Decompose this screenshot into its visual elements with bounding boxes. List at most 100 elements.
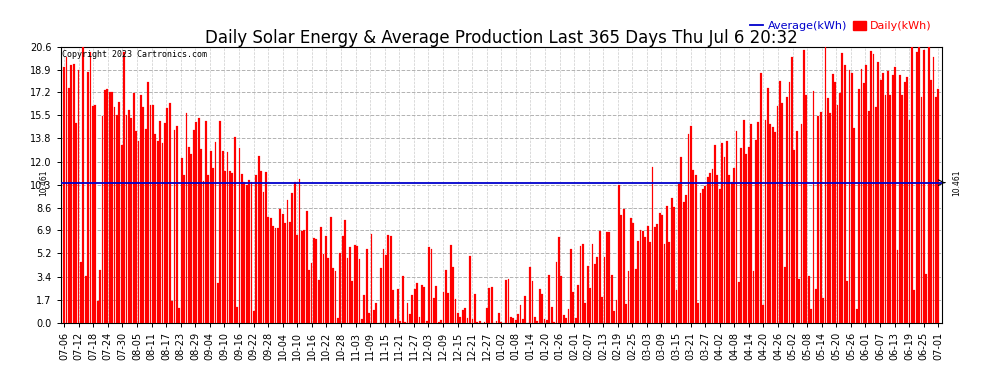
Bar bbox=[729, 176, 731, 322]
Bar bbox=[128, 110, 130, 322]
Bar bbox=[366, 249, 367, 322]
Bar bbox=[666, 206, 668, 322]
Bar bbox=[762, 305, 764, 322]
Bar bbox=[164, 123, 166, 322]
Bar bbox=[114, 107, 116, 322]
Bar bbox=[217, 283, 219, 322]
Bar bbox=[320, 226, 322, 322]
Bar bbox=[488, 288, 490, 322]
Bar bbox=[803, 50, 805, 322]
Bar bbox=[102, 116, 103, 322]
Bar bbox=[712, 169, 714, 322]
Bar bbox=[520, 305, 522, 322]
Bar bbox=[269, 218, 271, 322]
Bar bbox=[143, 106, 145, 322]
Bar bbox=[479, 321, 480, 322]
Bar bbox=[747, 147, 749, 322]
Bar bbox=[599, 231, 601, 322]
Bar bbox=[154, 134, 156, 322]
Bar bbox=[279, 209, 281, 322]
Bar bbox=[116, 116, 118, 322]
Bar bbox=[656, 224, 658, 322]
Bar bbox=[80, 262, 82, 322]
Bar bbox=[555, 262, 557, 322]
Bar bbox=[267, 217, 269, 322]
Bar bbox=[822, 298, 824, 322]
Bar bbox=[198, 118, 200, 322]
Bar bbox=[337, 318, 339, 322]
Bar bbox=[138, 141, 140, 322]
Bar bbox=[542, 294, 543, 322]
Bar bbox=[579, 246, 581, 322]
Text: 10.461: 10.461 bbox=[40, 170, 49, 196]
Bar bbox=[306, 211, 308, 322]
Bar bbox=[596, 257, 598, 322]
Bar bbox=[562, 315, 564, 322]
Bar bbox=[313, 238, 315, 322]
Bar bbox=[752, 271, 754, 322]
Bar bbox=[827, 98, 829, 322]
Bar bbox=[469, 256, 471, 322]
Bar bbox=[851, 73, 852, 322]
Bar bbox=[390, 236, 392, 322]
Bar bbox=[668, 242, 670, 322]
Bar bbox=[635, 268, 637, 322]
Bar bbox=[911, 47, 913, 322]
Bar bbox=[904, 81, 906, 322]
Bar bbox=[685, 195, 687, 322]
Bar bbox=[171, 301, 173, 322]
Bar bbox=[923, 50, 925, 322]
Bar bbox=[781, 103, 783, 322]
Bar bbox=[474, 294, 476, 322]
Bar bbox=[433, 298, 435, 322]
Bar bbox=[342, 236, 344, 322]
Bar bbox=[658, 213, 660, 322]
Bar bbox=[832, 74, 834, 322]
Bar bbox=[705, 186, 706, 322]
Bar bbox=[383, 249, 384, 322]
Bar bbox=[111, 92, 113, 322]
Bar bbox=[210, 150, 212, 322]
Bar bbox=[741, 148, 742, 322]
Bar bbox=[73, 64, 74, 322]
Bar bbox=[459, 317, 461, 322]
Bar bbox=[767, 88, 768, 322]
Bar bbox=[731, 183, 733, 322]
Bar bbox=[94, 105, 96, 322]
Bar bbox=[395, 319, 396, 322]
Bar bbox=[739, 282, 740, 322]
Bar bbox=[272, 226, 274, 322]
Bar bbox=[722, 144, 723, 322]
Bar bbox=[368, 313, 370, 322]
Bar bbox=[77, 70, 79, 322]
Bar bbox=[375, 303, 377, 322]
Bar bbox=[104, 90, 106, 322]
Bar bbox=[349, 247, 350, 322]
Bar bbox=[402, 276, 404, 322]
Bar bbox=[810, 309, 812, 322]
Bar bbox=[234, 136, 236, 322]
Legend: Average(kWh), Daily(kWh): Average(kWh), Daily(kWh) bbox=[745, 17, 937, 36]
Bar bbox=[335, 271, 337, 322]
Bar bbox=[916, 52, 918, 322]
Bar bbox=[550, 307, 552, 322]
Bar bbox=[203, 182, 204, 322]
Bar bbox=[848, 70, 850, 322]
Bar bbox=[820, 112, 822, 322]
Bar bbox=[719, 189, 721, 322]
Bar bbox=[85, 276, 86, 322]
Bar bbox=[671, 198, 672, 322]
Bar bbox=[889, 95, 891, 322]
Bar bbox=[577, 285, 579, 322]
Bar bbox=[414, 289, 416, 322]
Bar bbox=[843, 65, 845, 322]
Bar bbox=[865, 64, 867, 322]
Bar bbox=[466, 318, 468, 322]
Bar bbox=[333, 268, 334, 322]
Bar bbox=[742, 120, 744, 322]
Bar bbox=[361, 319, 362, 322]
Text: Copyright 2023 Cartronics.com: Copyright 2023 Cartronics.com bbox=[62, 50, 207, 59]
Bar bbox=[188, 147, 190, 322]
Bar bbox=[149, 105, 151, 322]
Bar bbox=[616, 300, 618, 322]
